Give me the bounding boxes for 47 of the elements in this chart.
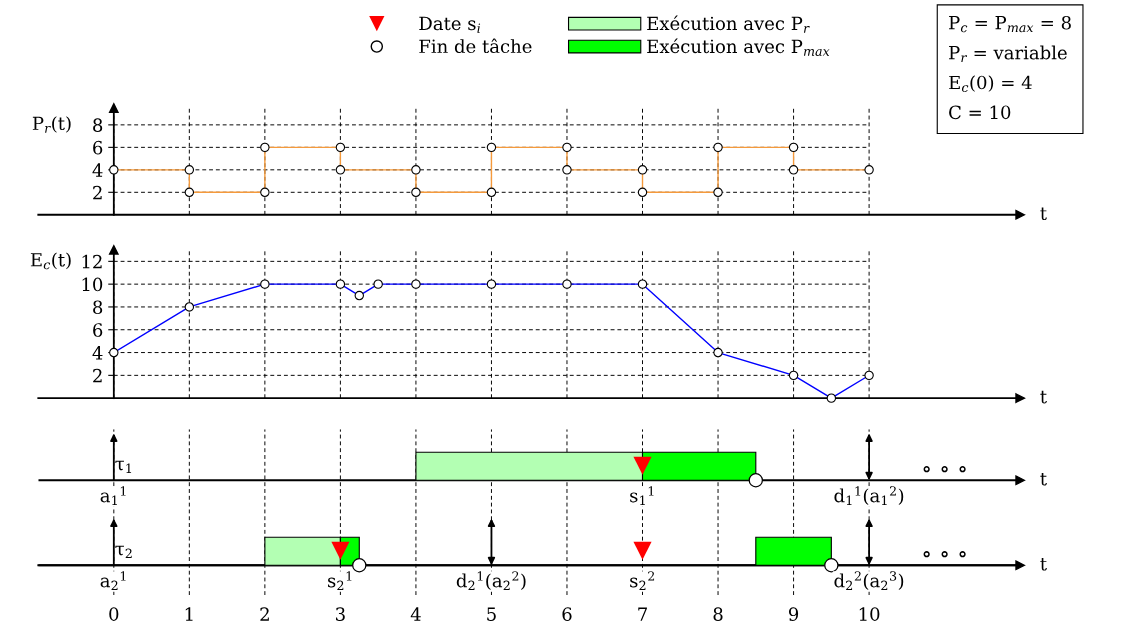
text: t xyxy=(1040,557,1047,571)
data-label: d$_{2}$$^{1}$(a$_{2}$$^{2}$) xyxy=(456,571,526,590)
y-tick-label: 4 xyxy=(92,163,103,177)
legend-label: Exécution avec P$_{max}$ xyxy=(647,38,830,56)
text: E$_{c}$(0) = 4 xyxy=(949,75,1032,93)
x-tick-label: 6 xyxy=(562,607,572,621)
text: P$_{c}$ = P$_{max}$ = 8 xyxy=(949,15,1071,33)
y-tick-label: 8 xyxy=(93,300,103,315)
x-tick-label: 0 xyxy=(109,607,119,621)
y-tick-label: 12 xyxy=(82,254,102,269)
y-tick-label: 8 xyxy=(93,118,103,132)
x-tick-label: 9 xyxy=(788,607,799,621)
x-tick-label: 2 xyxy=(260,607,269,621)
text: P$_{r}$ = variable xyxy=(949,45,1067,63)
x-tick-label: 5 xyxy=(487,607,496,621)
data-label: s$_{2}$$^{2}$ xyxy=(630,571,655,590)
data-label: a$_{2}$$^{1}$ xyxy=(100,571,126,590)
annotation: ∘ ∘ ∘ xyxy=(923,466,966,473)
x-tick-label: 4 xyxy=(410,607,421,621)
data-label: s$_{1}$$^{1}$ xyxy=(630,486,654,505)
x-axis-title: t xyxy=(1040,207,1047,221)
y-tick-label: 4 xyxy=(92,346,103,360)
y-tick-label: τ$_{2}$ xyxy=(115,545,132,558)
x-axis-title: t xyxy=(1040,472,1047,486)
annotation: ∘ ∘ ∘ xyxy=(923,551,966,558)
x-tick-label: 10 xyxy=(859,607,880,621)
data-label: d$_{1}$$^{1}$(a$_{1}$$^{2}$) xyxy=(834,486,904,505)
x-tick-label: 3 xyxy=(336,607,345,621)
x-tick-label: 1 xyxy=(185,607,193,621)
y-axis-title: P$_{r}$(t) xyxy=(32,116,71,133)
legend-label: Exécution avec P$_{r}$ xyxy=(647,15,810,33)
legend-label: Date s$_{i}$ xyxy=(419,16,481,33)
y-tick-label: 6 xyxy=(93,323,103,337)
y-tick-label: 6 xyxy=(93,140,103,155)
y-axis-title: E$_{c}$(t) xyxy=(30,252,71,270)
data-label: d$_{2}$$^{2}$(a$_{2}$$^{3}$) xyxy=(834,571,904,590)
y-tick-label: 2 xyxy=(93,368,102,383)
x-axis-title: t xyxy=(1040,390,1047,404)
y-tick-label: 2 xyxy=(93,185,102,200)
data-label: s$_{2}$$^{1}$ xyxy=(328,571,352,590)
y-tick-label: 10 xyxy=(82,277,103,292)
data-label: a$_{1}$$^{1}$ xyxy=(100,486,126,505)
y-tick-label: τ$_{1}$ xyxy=(115,460,132,473)
annotation: C = 10 xyxy=(949,105,1011,120)
x-tick-label: 8 xyxy=(713,607,723,621)
x-tick-label: 7 xyxy=(638,607,647,621)
legend-label: Fin de tâche xyxy=(419,38,532,54)
